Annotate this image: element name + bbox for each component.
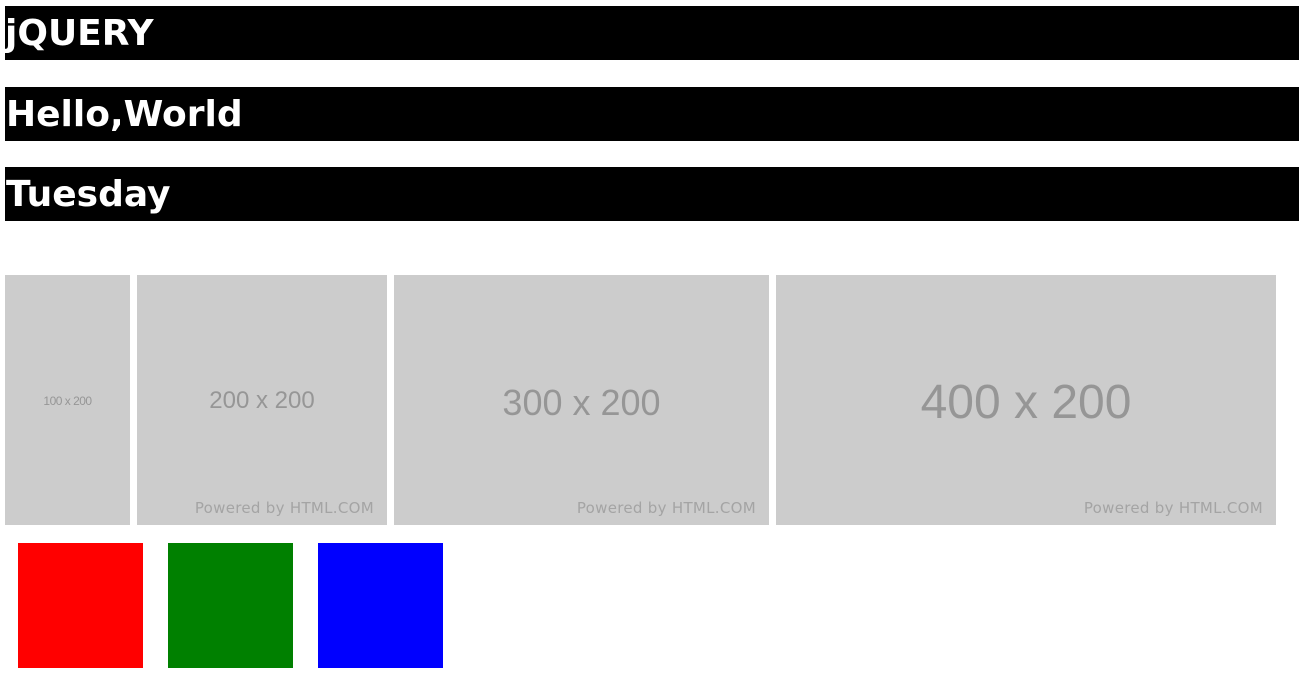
powered-by-label: Powered by HTML.COM — [194, 499, 374, 517]
heading-day: Tuesday — [5, 167, 1299, 221]
heading-hello-world: Hello,World — [5, 87, 1299, 141]
powered-by-label: Powered by HTML.COM — [576, 499, 756, 517]
placeholder-image-400x200: 400 x 200 Powered by HTML.COM — [776, 275, 1276, 525]
powered-by-label: Powered by HTML.COM — [1083, 499, 1263, 517]
placeholder-size-label: 100 x 200 — [43, 394, 92, 408]
placeholder-size-label: 300 x 200 — [502, 382, 661, 423]
placeholder-image-100x200: 100 x 200 — [5, 275, 130, 525]
placeholder-image-200x200: 200 x 200 Powered by HTML.COM — [137, 275, 387, 525]
heading-jquery: jQUERY — [5, 6, 1299, 60]
red-box — [18, 543, 143, 668]
placeholder-size-label: 200 x 200 — [209, 387, 315, 414]
placeholder-image-300x200: 300 x 200 Powered by HTML.COM — [394, 275, 769, 525]
green-box — [168, 543, 293, 668]
placeholder-size-label: 400 x 200 — [920, 376, 1132, 429]
blue-box — [318, 543, 443, 668]
